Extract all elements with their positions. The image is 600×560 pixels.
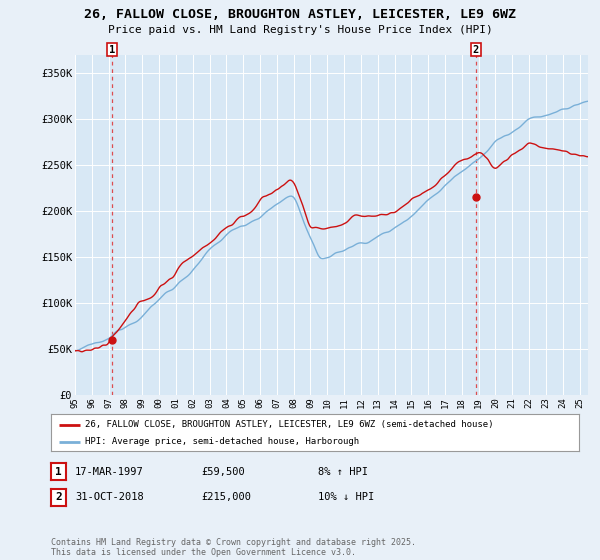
Text: 8% ↑ HPI: 8% ↑ HPI	[318, 466, 368, 477]
Text: 26, FALLOW CLOSE, BROUGHTON ASTLEY, LEICESTER, LE9 6WZ (semi-detached house): 26, FALLOW CLOSE, BROUGHTON ASTLEY, LEIC…	[85, 420, 494, 429]
Text: Contains HM Land Registry data © Crown copyright and database right 2025.
This d: Contains HM Land Registry data © Crown c…	[51, 538, 416, 557]
Text: 10% ↓ HPI: 10% ↓ HPI	[318, 492, 374, 502]
Text: £59,500: £59,500	[201, 466, 245, 477]
Text: 17-MAR-1997: 17-MAR-1997	[75, 466, 144, 477]
Text: £215,000: £215,000	[201, 492, 251, 502]
Text: 2: 2	[55, 492, 62, 502]
Text: Price paid vs. HM Land Registry's House Price Index (HPI): Price paid vs. HM Land Registry's House …	[107, 25, 493, 35]
Text: 26, FALLOW CLOSE, BROUGHTON ASTLEY, LEICESTER, LE9 6WZ: 26, FALLOW CLOSE, BROUGHTON ASTLEY, LEIC…	[84, 8, 516, 21]
Text: 31-OCT-2018: 31-OCT-2018	[75, 492, 144, 502]
Text: 1: 1	[109, 45, 115, 55]
Text: HPI: Average price, semi-detached house, Harborough: HPI: Average price, semi-detached house,…	[85, 437, 359, 446]
Text: 2: 2	[473, 45, 479, 55]
Text: 1: 1	[55, 466, 62, 477]
